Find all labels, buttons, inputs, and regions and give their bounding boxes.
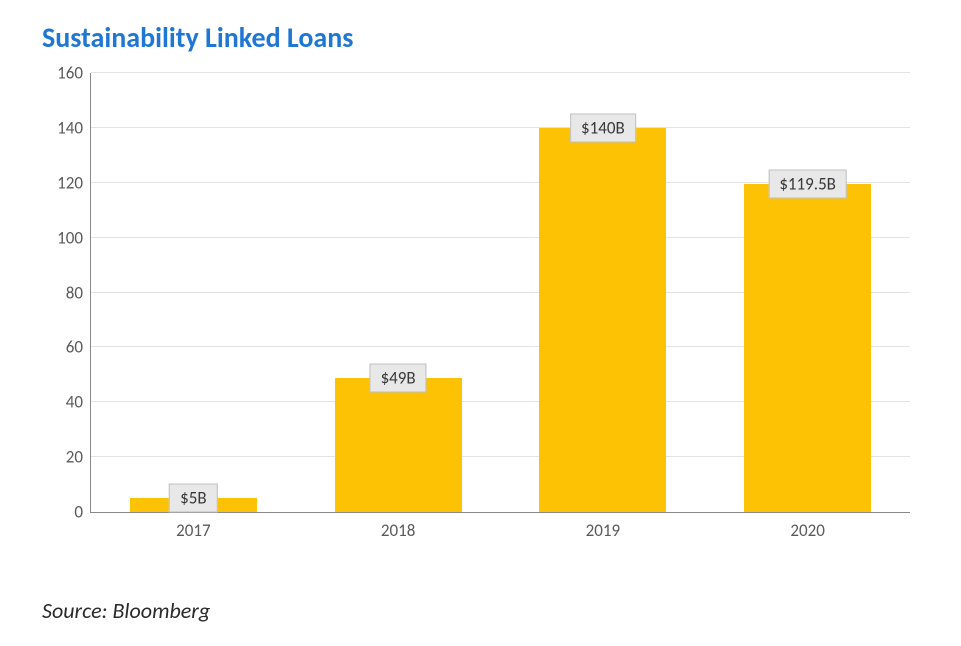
y-tick-label: 40 [66, 392, 91, 413]
y-tick-label: 60 [66, 337, 91, 358]
x-tick-label: 2018 [381, 512, 415, 541]
y-tick-label: 20 [66, 447, 91, 468]
chart-title: Sustainability Linked Loans [42, 20, 921, 55]
plot-area: 020406080100120140160 $5B2017$49B2018$14… [90, 73, 910, 513]
y-tick-label: 100 [57, 227, 91, 248]
bar-slot: $140B2019 [501, 73, 706, 512]
bar-value-label: $5B [169, 484, 217, 513]
y-tick-label: 140 [57, 117, 91, 138]
bar-value-label: $140B [570, 113, 636, 142]
y-tick-label: 160 [57, 63, 91, 84]
x-tick-label: 2020 [790, 512, 824, 541]
y-tick-label: 80 [66, 282, 91, 303]
bar-value-label: $119.5B [768, 170, 847, 199]
bar: $49B [335, 378, 462, 512]
bar: $140B [539, 128, 666, 512]
y-tick-label: 120 [57, 172, 91, 193]
bar-value-label: $49B [370, 363, 427, 392]
source-attribution: Source: Bloomberg [42, 597, 921, 624]
x-tick-label: 2019 [586, 512, 620, 541]
bar: $119.5B [744, 184, 871, 512]
y-tick-label: 0 [74, 502, 91, 523]
x-tick-label: 2017 [176, 512, 210, 541]
bar-slot: $5B2017 [91, 73, 296, 512]
bar-slot: $119.5B2020 [705, 73, 910, 512]
bars-row: $5B2017$49B2018$140B2019$119.5B2020 [91, 73, 910, 512]
bar: $5B [130, 498, 257, 512]
bar-slot: $49B2018 [296, 73, 501, 512]
chart-container: 020406080100120140160 $5B2017$49B2018$14… [40, 63, 920, 553]
